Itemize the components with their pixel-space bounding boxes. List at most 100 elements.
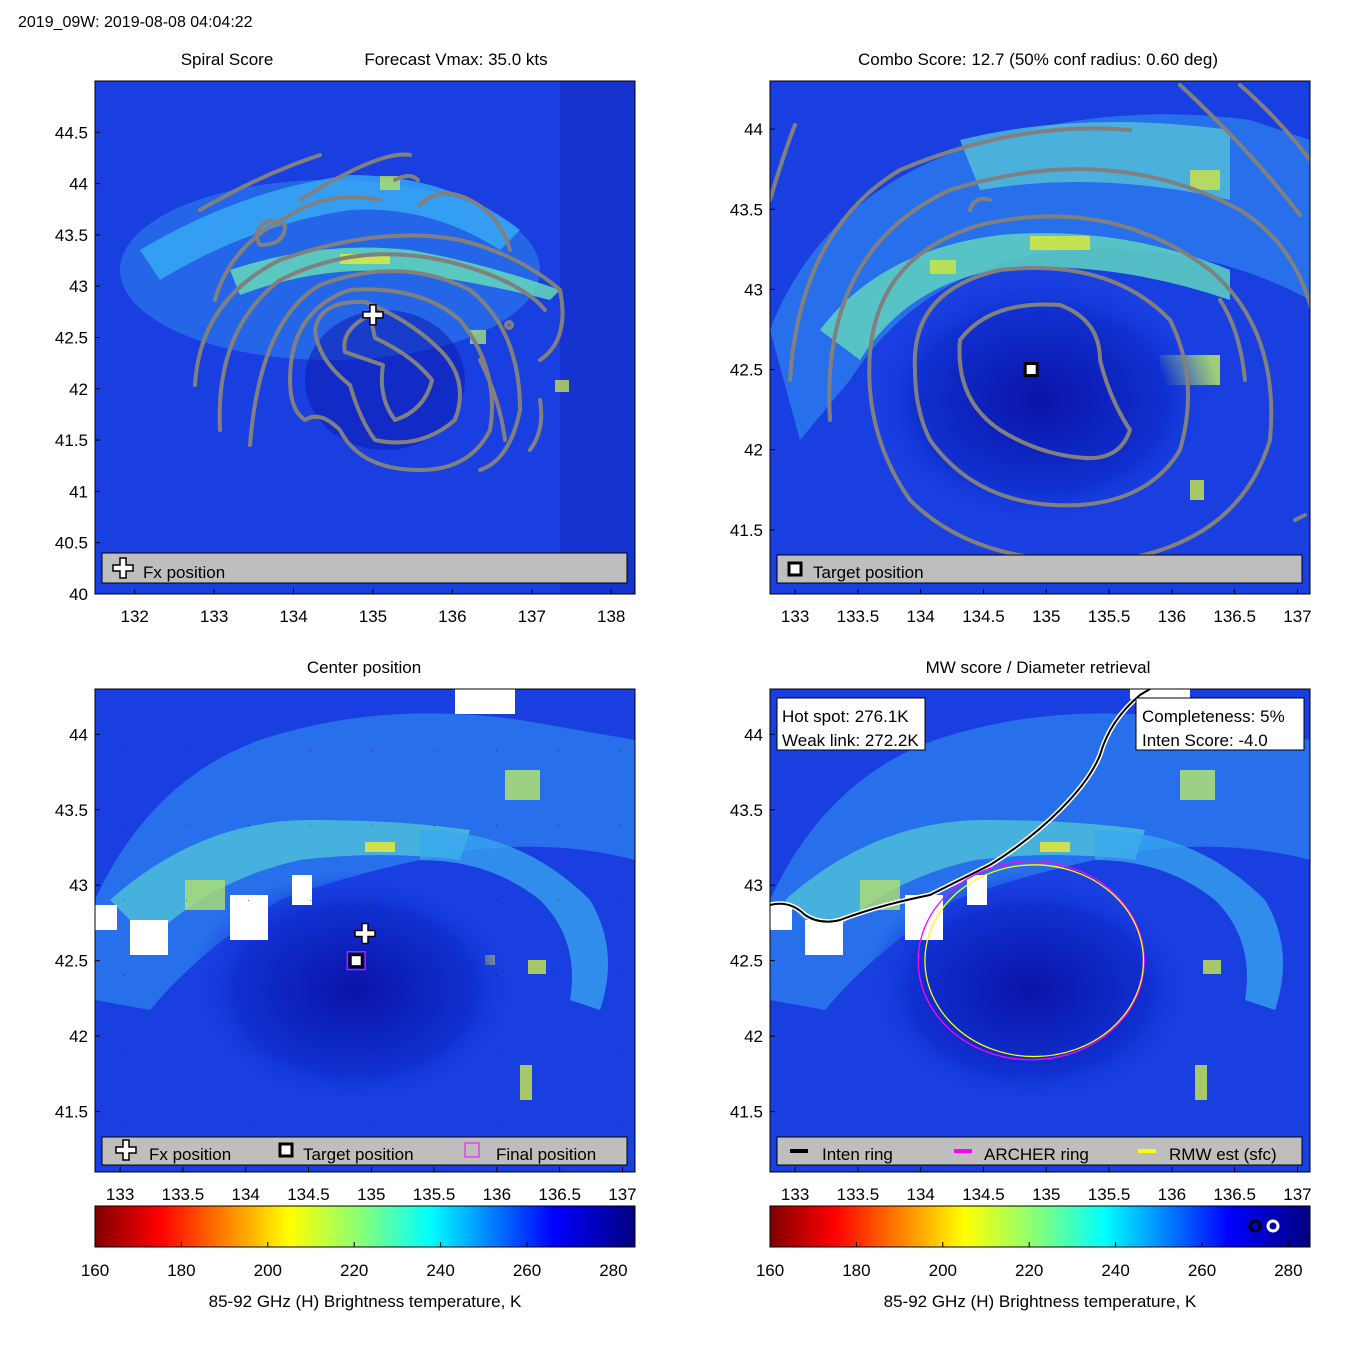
combo-band-outer [770, 114, 1310, 441]
center-ytick-label: 43 [69, 876, 88, 895]
spiral-xticks: 132 133 134 135 136 137 138 [121, 589, 625, 626]
center-cbar-tick-label: 260 [513, 1261, 541, 1280]
mw-cbar-tick-label: 220 [1015, 1261, 1043, 1280]
mw-archer-ring [917, 860, 1145, 1061]
combo-hotspot-4 [1190, 480, 1204, 500]
center-legend-target-label: Target position [303, 1145, 414, 1164]
spiral-ytick-label: 43.5 [55, 226, 88, 245]
mw-colorbar-gradient [769, 1205, 1311, 1248]
combo-xtick-label: 133 [781, 607, 809, 626]
spiral-xtick-label: 132 [121, 607, 149, 626]
mw-weak-link-text: Weak link: 272.2K [782, 731, 919, 750]
center-legend-final-icon [464, 1142, 480, 1158]
mw-xticks: 133 133.5 134 134.5 135 135.5 136 136.5 137 [781, 1167, 1312, 1204]
combo-xtick-label: 135 [1032, 607, 1060, 626]
combo-xticks: 133 133.5 134 134.5 135 135.5 136 136.5 137 [781, 589, 1312, 626]
combo-target-square [1023, 362, 1039, 378]
combo-yticks: 41.5 42 42.5 43 43.5 44 [730, 120, 775, 540]
spiral-legend: Fx position [101, 552, 628, 584]
center-legend-fx-label: Fx position [149, 1145, 231, 1164]
combo-legend-target-label: Target position [813, 563, 924, 582]
center-xtick-label: 136.5 [538, 1185, 581, 1204]
combo-ytick-label: 44 [744, 120, 763, 139]
mw-cbar-tick-label: 180 [842, 1261, 870, 1280]
mw-ytick-label: 42.5 [730, 952, 763, 971]
mw-cbar-tick-label: 280 [1274, 1261, 1302, 1280]
mw-legend-box [776, 1136, 1303, 1166]
center-cbar-tick-label: 280 [599, 1261, 627, 1280]
spiral-ytick-label: 43 [69, 277, 88, 296]
mw-xtick-label: 136 [1158, 1185, 1186, 1204]
mw-xtick-label: 133.5 [837, 1185, 880, 1204]
spiral-contour-5 [217, 252, 547, 432]
spiral-xtick-label: 135 [359, 607, 387, 626]
mw-ytick-label: 43.5 [730, 801, 763, 820]
center-xticks: 133 133.5 134 134.5 135 135.5 136 136.5 137 [106, 1167, 637, 1204]
spiral-contour-9 [213, 195, 544, 452]
combo-xtick-label: 136.5 [1213, 607, 1256, 626]
center-xtick-label: 135.5 [413, 1185, 456, 1204]
spiral-legend-fx-label: Fx position [143, 563, 225, 582]
panel-combo: Combo Score: 12.7 (50% conf radius: 0.60… [730, 50, 1312, 626]
spiral-ytick-label: 42.5 [55, 329, 88, 348]
mw-hotspot-5 [1203, 960, 1221, 974]
center-colorbar: 160 180 200 220 240 260 280 85-92 GHz (H) Brig… [81, 1205, 636, 1311]
combo-ytick-label: 43 [744, 280, 763, 299]
mw-colorbar-ticks: 160 180 200 220 240 260 280 [756, 1242, 1303, 1280]
center-yticks: 41.5 42 42.5 43 43.5 44 [55, 725, 100, 1122]
center-legend-fx-cross [115, 1139, 137, 1161]
spiral-ytick-label: 40.5 [55, 534, 88, 553]
spiral-legend-box [101, 552, 628, 584]
mw-ytick-label: 41.5 [730, 1103, 763, 1122]
spiral-title-left: Spiral Score [181, 50, 274, 69]
center-legend-box [101, 1136, 628, 1166]
combo-hotspot-5 [930, 260, 956, 274]
combo-legend-target-square [787, 561, 803, 577]
combo-contour-7 [968, 196, 1307, 522]
mw-rings [917, 860, 1145, 1061]
center-cbar-tick-label: 220 [340, 1261, 368, 1280]
spiral-ytick-label: 42 [69, 380, 88, 399]
mw-inten-score-text: Inten Score: -4.0 [1142, 731, 1268, 750]
spiral-contour-small [504, 320, 514, 330]
mw-legend-rmw-label: RMW est (sfc) [1169, 1145, 1277, 1164]
mw-hotspot-2 [1180, 770, 1215, 800]
spiral-xtick-label: 136 [438, 607, 466, 626]
combo-band-main [820, 233, 1230, 360]
spiral-contour-4 [248, 269, 522, 472]
figure-title: 2019_09W: 2019-08-08 04:04:22 [18, 14, 253, 31]
mw-missing-5 [1130, 689, 1190, 699]
spiral-hotspot-1 [340, 254, 390, 264]
mw-colorbar-hot-spot-marker [1266, 1219, 1280, 1233]
mw-rmw-ring [924, 864, 1145, 1058]
spiral-band-core [230, 247, 560, 300]
combo-xtick-label: 134 [907, 607, 935, 626]
spiral-contour-3 [288, 287, 494, 472]
spiral-ytick-label: 40 [69, 585, 88, 604]
spiral-plot [95, 81, 635, 594]
spiral-ytick-label: 41.5 [55, 431, 88, 450]
center-colorbar-ticks: 160 180 200 220 240 260 280 [81, 1242, 628, 1280]
spiral-fx-marker [362, 304, 384, 326]
mw-colorbar-weak-link-marker [1248, 1219, 1262, 1233]
mw-colorbar: 160 180 200 220 240 260 280 85-92 GHz (H) Brig… [756, 1205, 1311, 1311]
center-markers [346, 922, 376, 971]
center-axes-frame [94, 688, 636, 1173]
mw-hotspot-4 [1195, 1065, 1207, 1100]
spiral-contour-7 [198, 152, 412, 247]
combo-xtick-label: 135.5 [1088, 607, 1131, 626]
spiral-xtick-label: 133 [200, 607, 228, 626]
spiral-legend-fx-icon [112, 557, 134, 579]
combo-ytick-label: 42 [744, 441, 763, 460]
mw-xtick-label: 137 [1283, 1185, 1311, 1204]
center-cbar-tick-label: 200 [254, 1261, 282, 1280]
mw-ytick-label: 44 [744, 725, 763, 744]
mw-cbar-tick-label: 200 [929, 1261, 957, 1280]
combo-target-marker [1023, 362, 1039, 378]
combo-title: Combo Score: 12.7 (50% conf radius: 0.60… [858, 50, 1218, 69]
mw-hotspot-1 [1040, 842, 1070, 852]
mw-missing-2 [805, 920, 843, 955]
spiral-xtick-label: 134 [279, 607, 307, 626]
spiral-legend-fx-cross [112, 557, 134, 579]
